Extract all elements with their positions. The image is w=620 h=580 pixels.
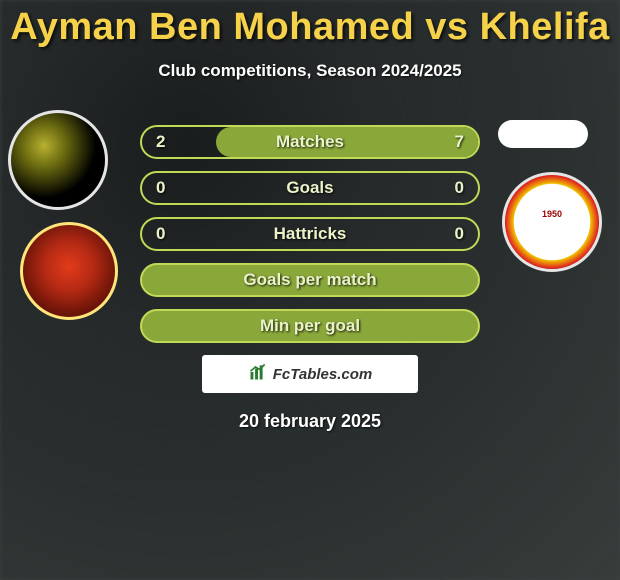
stat-label: Goals — [286, 178, 333, 198]
stat-label: Hattricks — [274, 224, 347, 244]
stat-row: 0 Hattricks 0 — [140, 217, 480, 251]
stat-value-left: 2 — [156, 132, 165, 152]
attribution-badge[interactable]: FcTables.com — [202, 355, 418, 393]
player1-avatar — [8, 110, 108, 210]
stat-row: 2 Matches 7 — [140, 125, 480, 159]
stat-value-right: 0 — [455, 178, 464, 198]
player2-avatar — [498, 120, 588, 148]
chart-icon — [248, 362, 268, 386]
stat-value-right: 7 — [455, 132, 464, 152]
stat-label: Min per goal — [260, 316, 360, 336]
stat-row: 0 Goals 0 — [140, 171, 480, 205]
stats-list: 2 Matches 7 0 Goals 0 0 Hattricks 0 Goals per mat… — [140, 125, 480, 343]
stat-fill — [216, 127, 478, 157]
team1-crest — [20, 222, 118, 320]
date-text: 20 february 2025 — [0, 411, 620, 432]
attribution-text: FcTables.com — [273, 366, 372, 383]
stat-value-left: 0 — [156, 224, 165, 244]
stat-value-left: 0 — [156, 178, 165, 198]
stat-row: Goals per match — [140, 263, 480, 297]
team2-crest — [502, 172, 602, 272]
stat-label: Matches — [276, 132, 344, 152]
stat-label: Goals per match — [243, 270, 376, 290]
page-title: Ayman Ben Mohamed vs Khelifa — [0, 0, 620, 49]
stat-row: Min per goal — [140, 309, 480, 343]
stat-value-right: 0 — [455, 224, 464, 244]
card: Ayman Ben Mohamed vs Khelifa Club compet… — [0, 0, 620, 432]
subtitle: Club competitions, Season 2024/2025 — [0, 61, 620, 81]
